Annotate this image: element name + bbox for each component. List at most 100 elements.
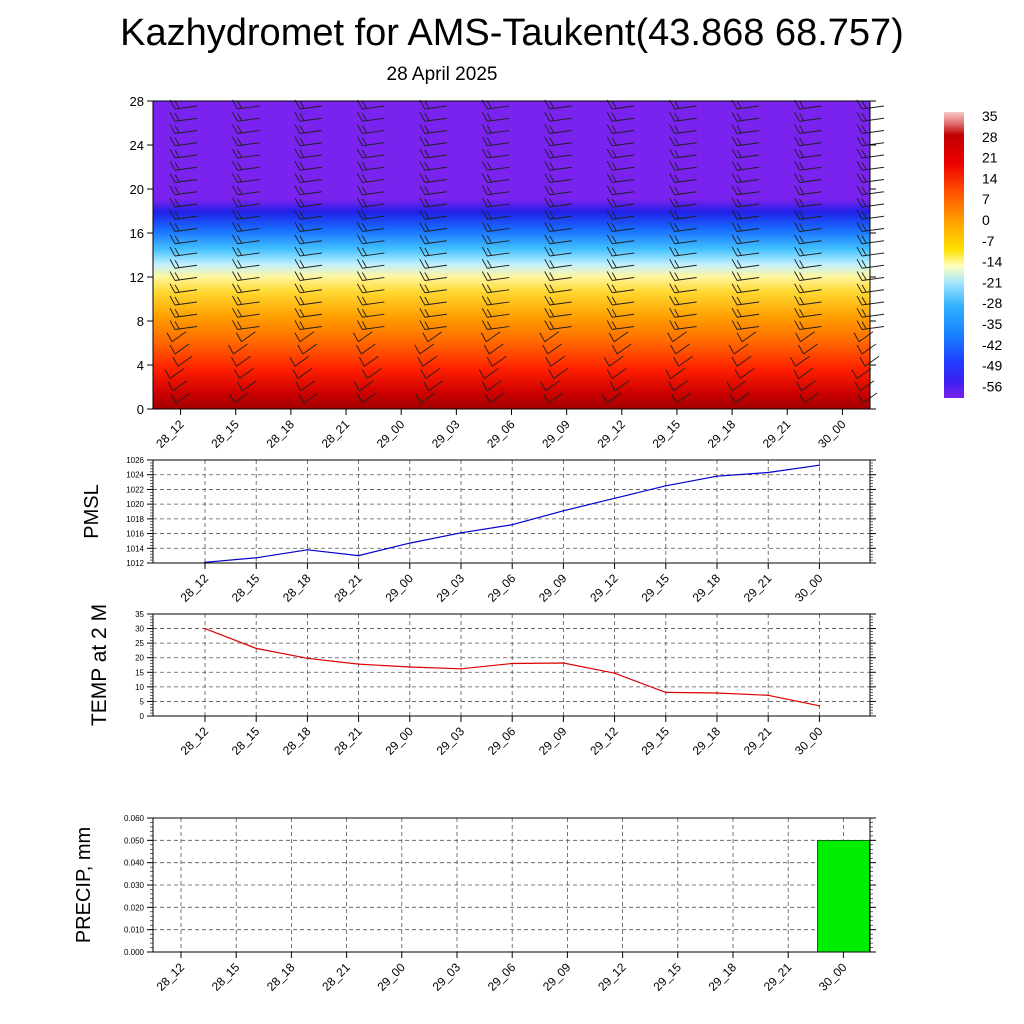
pmsl-panel: 1012 1014 1016 1018 1020 1022 1024 1026 28_12 28_… [81, 456, 876, 605]
wind-barb [856, 161, 885, 171]
wind-barb [419, 185, 447, 196]
wind-barb [606, 197, 635, 208]
wind-barb [731, 161, 760, 171]
wind-barb [419, 173, 447, 183]
wind-barb [356, 246, 385, 257]
wind-barb [544, 185, 572, 196]
y-tick-label: 4 [137, 358, 144, 373]
x-tick-label: 29_09 [536, 724, 570, 758]
wind-barb [729, 392, 750, 404]
chart-subtitle: 28 April 2025 [386, 64, 498, 85]
data-point [562, 662, 565, 664]
wind-barb [606, 234, 635, 245]
wind-barb [794, 259, 822, 269]
x-tick-label: 28_21 [319, 417, 353, 451]
data-point [306, 657, 309, 660]
precip-bar [817, 840, 870, 953]
wind-barb [356, 173, 385, 183]
data-point [665, 484, 667, 487]
wind-barb [232, 161, 260, 171]
wind-barb [606, 246, 635, 257]
wind-barb [669, 308, 697, 318]
wind-barb [232, 308, 260, 318]
wind-barb [169, 320, 198, 330]
wind-barb [232, 136, 260, 147]
wind-barb [606, 259, 635, 269]
wind-barb [603, 355, 624, 367]
wind-barb [481, 148, 510, 159]
wind-barb [294, 136, 322, 147]
wind-barb [481, 320, 510, 330]
x-tick-label: 29_18 [690, 724, 724, 758]
x-tick-label: 29_06 [485, 960, 519, 994]
wind-barb [795, 331, 815, 343]
x-tick-label: 29_00 [382, 571, 416, 605]
data-point [818, 464, 821, 466]
colorbar-label: -35 [982, 316, 1002, 332]
x-tick-label: 28_15 [208, 417, 242, 451]
wind-barb [169, 308, 198, 318]
wind-barb [611, 343, 632, 355]
wind-barb [294, 210, 322, 220]
data-point [716, 475, 718, 477]
wind-barb [419, 295, 447, 306]
x-tick-label: 28_15 [229, 571, 263, 605]
wind-barb [169, 295, 198, 306]
wind-barb [420, 368, 441, 379]
wind-barb [548, 368, 568, 379]
y-tick-label: 12 [130, 270, 144, 285]
wind-barb [544, 308, 572, 318]
wind-barb [419, 148, 447, 159]
wind-barb [728, 343, 749, 355]
wind-barb [540, 380, 560, 392]
wind-barb [544, 210, 572, 220]
heatmap-x-axis: 28_12 28_15 28_18 28_21 29_00 29_03 29_06 29_09… [153, 409, 849, 451]
x-tick-label: 28_21 [319, 960, 353, 994]
wind-barb [731, 136, 760, 147]
wind-barb [232, 271, 260, 281]
wind-barb [169, 173, 198, 183]
x-tick-label: 29_09 [539, 417, 573, 451]
data-point [665, 691, 667, 694]
wind-barb [417, 355, 438, 367]
wind-barb [601, 392, 622, 404]
wind-barb [294, 197, 322, 208]
wind-barb [606, 148, 635, 159]
wind-barb [856, 222, 885, 232]
wind-barb [856, 271, 885, 281]
y-tick-label: 5 [140, 697, 145, 706]
wind-barb [544, 173, 572, 183]
wind-barb [356, 234, 385, 245]
data-point [511, 523, 513, 526]
x-tick-label: 29_12 [587, 724, 621, 758]
wind-barb [856, 112, 885, 122]
colorbar-label: -49 [982, 358, 1002, 374]
data-point [306, 548, 309, 551]
wind-barb [854, 380, 875, 392]
wind-barb [543, 392, 563, 404]
wind-barb [232, 295, 260, 306]
panel-frame [152, 459, 871, 564]
x-tick-label: 29_06 [485, 571, 519, 605]
wind-barb [236, 331, 256, 343]
wind-barb [356, 283, 385, 294]
wind-barb [169, 161, 198, 171]
wind-barb [169, 197, 198, 208]
wind-barb [670, 343, 690, 355]
wind-barb [793, 368, 813, 379]
wind-barb [169, 185, 198, 196]
y-tick-label: 28 [130, 94, 144, 109]
colorbar-label: 21 [982, 150, 998, 166]
wind-barb [669, 295, 697, 306]
wind-barb [856, 197, 885, 208]
wind-barb [731, 197, 760, 208]
colorbar-label: -42 [982, 337, 1002, 353]
colorbar-label: 35 [982, 108, 998, 124]
wind-barb [790, 355, 810, 367]
x-tick-label: 29_21 [761, 960, 795, 994]
wind-barb [356, 271, 385, 281]
colorbar-label: 7 [982, 191, 990, 207]
x-tick-label: 29_12 [587, 571, 621, 605]
wind-barb [419, 210, 447, 220]
wind-barb [169, 271, 198, 281]
